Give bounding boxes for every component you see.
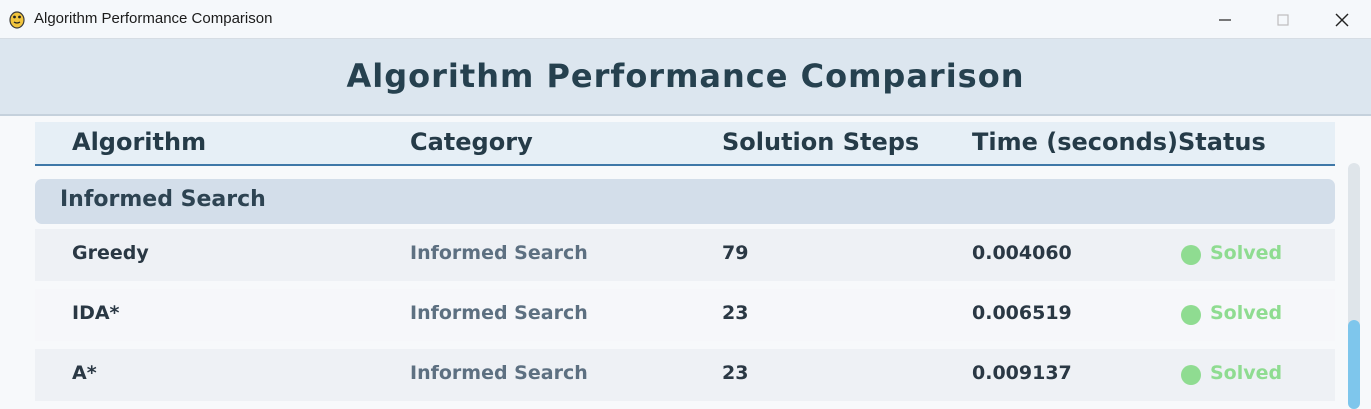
- scrollbar-thumb[interactable]: [1348, 320, 1360, 409]
- maximize-icon: [1277, 14, 1289, 26]
- column-header-time: Time (seconds): [972, 128, 1179, 156]
- cell-time: 0.006519: [972, 302, 1072, 324]
- page-header: Algorithm Performance Comparison: [0, 40, 1371, 116]
- cell-category: Informed Search: [410, 302, 588, 324]
- results-table: Algorithm Category Solution Steps Time (…: [0, 116, 1371, 409]
- python-snake-icon: [9, 11, 25, 29]
- column-header-steps: Solution Steps: [722, 128, 920, 156]
- minimize-icon: [1219, 19, 1231, 21]
- cell-algorithm: A*: [72, 362, 97, 384]
- cell-category: Informed Search: [410, 242, 588, 264]
- group-label: Informed Search: [60, 187, 266, 212]
- window-title: Algorithm Performance Comparison: [34, 10, 273, 27]
- table-header: Algorithm Category Solution Steps Time (…: [35, 122, 1335, 166]
- table-row[interactable]: IDA* Informed Search 23 0.006519 Solved: [35, 289, 1335, 341]
- window-titlebar: Algorithm Performance Comparison: [0, 0, 1371, 39]
- cell-status: Solved: [1210, 302, 1283, 324]
- status-dot-icon: [1181, 245, 1201, 265]
- cell-category: Informed Search: [410, 362, 588, 384]
- table-row[interactable]: A* Informed Search 23 0.009137 Solved: [35, 349, 1335, 401]
- status-dot-icon: [1181, 365, 1201, 385]
- cell-status: Solved: [1210, 242, 1283, 264]
- cell-algorithm: IDA*: [72, 302, 120, 324]
- status-dot-icon: [1181, 305, 1201, 325]
- cell-algorithm: Greedy: [72, 242, 149, 264]
- table-row[interactable]: Greedy Informed Search 79 0.004060 Solve…: [35, 229, 1335, 281]
- cell-steps: 23: [722, 302, 749, 324]
- column-header-category: Category: [410, 128, 533, 156]
- minimize-button[interactable]: [1196, 0, 1254, 39]
- close-button[interactable]: [1313, 0, 1371, 39]
- cell-status: Solved: [1210, 362, 1283, 384]
- cell-time: 0.004060: [972, 242, 1072, 264]
- column-header-algorithm: Algorithm: [72, 128, 207, 156]
- cell-time: 0.009137: [972, 362, 1072, 384]
- page-title: Algorithm Performance Comparison: [346, 57, 1025, 95]
- cell-steps: 79: [722, 242, 749, 264]
- group-header: Informed Search: [35, 179, 1335, 224]
- cell-steps: 23: [722, 362, 749, 384]
- column-header-status: Status: [1178, 128, 1266, 156]
- close-icon: [1335, 13, 1349, 27]
- maximize-button[interactable]: [1254, 0, 1312, 39]
